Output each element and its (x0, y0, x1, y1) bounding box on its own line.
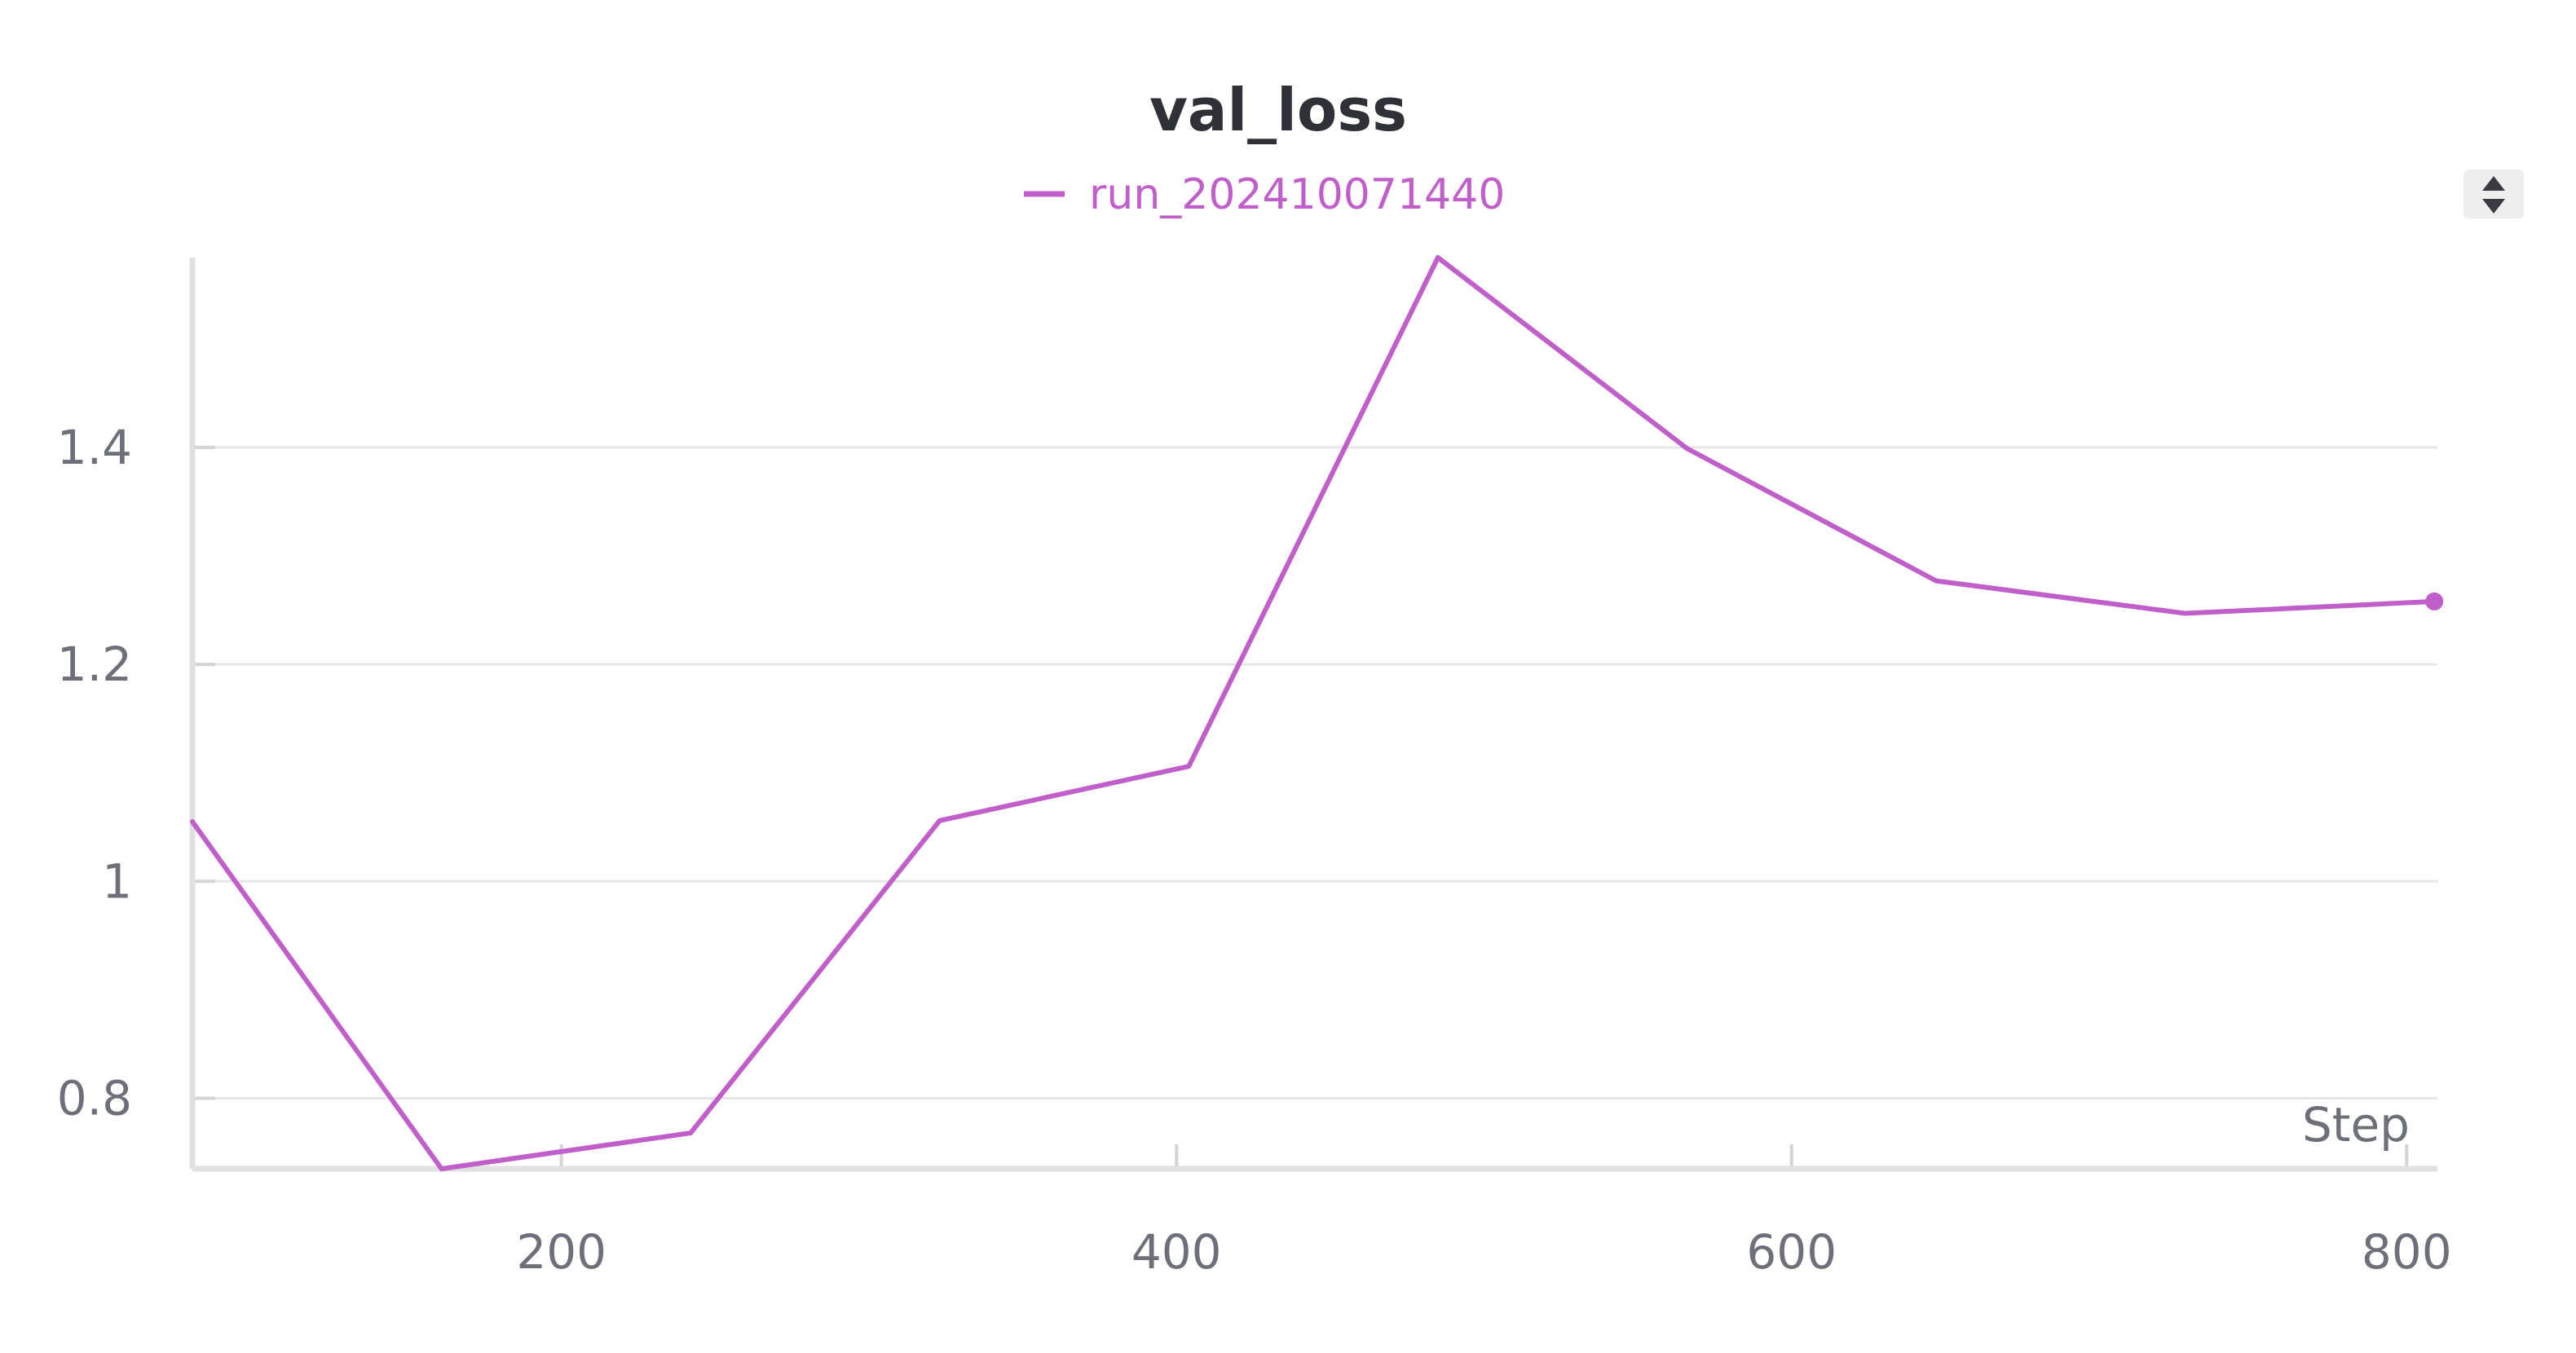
x-tick-label: 200 (516, 1224, 607, 1280)
legend[interactable]: run_202410071440 (1024, 170, 1505, 219)
x-tick-label: 400 (1131, 1224, 1222, 1280)
sort-up-down-icon (2482, 176, 2505, 214)
x-axis-label: Step (2302, 1097, 2410, 1152)
x-tick-label: 800 (2362, 1224, 2452, 1280)
series-layer (190, 255, 2444, 1171)
series-end-point[interactable] (2425, 592, 2444, 610)
tick-labels: 0.8 1 1.2 1.4 200 400 600 800 (57, 420, 2452, 1280)
x-tick-label: 600 (1746, 1224, 1837, 1280)
axes (189, 258, 2437, 1172)
y-tick-label: 1.2 (57, 637, 132, 692)
y-tick-label: 1 (102, 853, 132, 909)
y-tick-label: 0.8 (57, 1070, 132, 1126)
sort-toggle-button[interactable] (2464, 170, 2524, 218)
y-tick-label: 1.4 (57, 420, 132, 475)
chart-title: val_loss (1149, 76, 1407, 144)
legend-label: run_202410071440 (1089, 170, 1505, 219)
grid-lines (192, 446, 2437, 1100)
series-line[interactable] (190, 255, 2437, 1171)
